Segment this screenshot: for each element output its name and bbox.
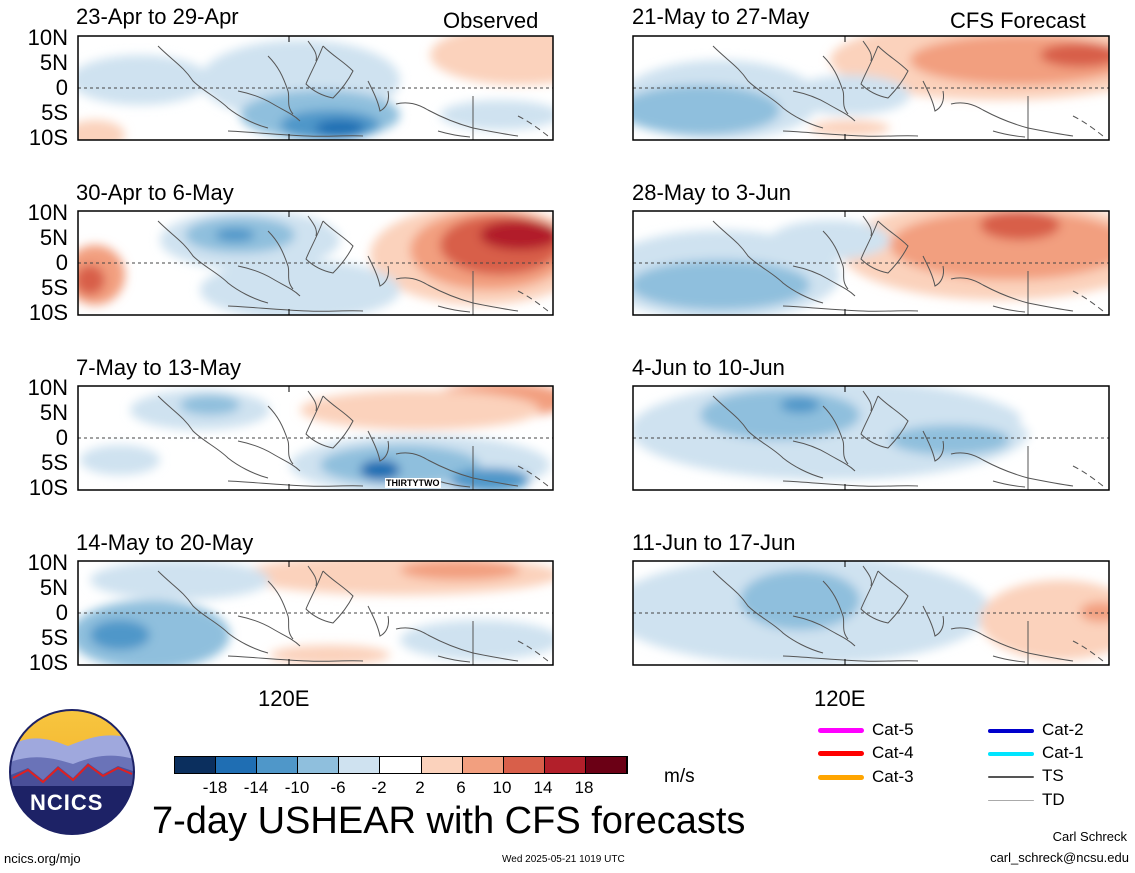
lon-label-left: 120E: [258, 686, 310, 711]
legend-label: Cat-3: [872, 767, 914, 786]
cat3-line-icon: [818, 775, 864, 781]
colorbar: [174, 756, 628, 774]
colorbar-label: -18: [202, 778, 228, 797]
colorbar-label: -6: [330, 778, 346, 797]
map-fcst-3: [633, 386, 1109, 490]
map-fcst-2: [633, 211, 1109, 315]
lat-label: 5S: [41, 625, 68, 650]
lat-label: 10N: [27, 375, 68, 400]
panel-title-obs-3: 7-May to 13-May: [76, 355, 242, 380]
footer-url[interactable]: ncics.org/mjo: [4, 851, 81, 866]
colorbar-label: 14: [533, 778, 553, 797]
map-fcst-4: [633, 561, 1109, 665]
lat-label: 10N: [27, 25, 68, 50]
legend-item-cat4: Cat-4: [818, 743, 914, 763]
lat-label: 10S: [28, 125, 68, 150]
colorbar-swatch: [175, 757, 217, 773]
lat-label: 5N: [39, 50, 68, 75]
colorbar-label: -14: [243, 778, 269, 797]
colorbar-label: 18: [574, 778, 594, 797]
legend-item-cat1: Cat-1: [988, 743, 1084, 763]
cat5-line-icon: [818, 728, 864, 734]
lat-label: 10S: [28, 650, 68, 675]
ncics-logo: [9, 709, 135, 835]
legend-label: TD: [1042, 790, 1065, 809]
colorbar-label: -10: [284, 778, 310, 797]
map-obs-4: [78, 561, 553, 665]
colorbar-swatch: [421, 757, 463, 773]
legend-label: TS: [1042, 766, 1064, 785]
lat-label: 5S: [41, 275, 68, 300]
lon-label-right: 120E: [814, 686, 866, 711]
td-line-icon: [988, 800, 1034, 802]
colorbar-swatch: [216, 757, 258, 773]
map-obs-2: [78, 211, 553, 315]
panel-title-fcst-1: 21-May to 27-May: [632, 4, 810, 29]
ts-line-icon: [988, 775, 1034, 778]
footer-timestamp: Wed 2025-05-21 1019 UTC: [502, 854, 625, 865]
colorbar-swatch: [380, 757, 422, 773]
lat-label: 10S: [28, 300, 68, 325]
colorbar-swatch: [462, 757, 504, 773]
logo-text: NCICS: [30, 790, 104, 815]
panel-title-obs-1: 23-Apr to 29-Apr: [76, 4, 239, 29]
colorbar-swatch: [503, 757, 545, 773]
map-obs-3: [78, 386, 553, 490]
legend-item-cat5: Cat-5: [818, 720, 914, 740]
colorbar-unit: m/s: [664, 766, 695, 787]
legend-item-cat3: Cat-3: [818, 767, 914, 787]
legend-item-ts: TS: [988, 766, 1064, 786]
colorbar-swatch: [544, 757, 586, 773]
forecast-label: CFS Forecast: [950, 8, 1086, 33]
footer-author: Carl Schreck: [1052, 829, 1127, 844]
colorbar-swatch: [298, 757, 340, 773]
panel-title-fcst-3: 4-Jun to 10-Jun: [632, 355, 785, 380]
lat-label: 10S: [28, 475, 68, 500]
colorbar-swatch: [257, 757, 299, 773]
colorbar-swatch: [585, 757, 628, 773]
legend-label: Cat-4: [872, 743, 914, 762]
lat-label: 0: [55, 425, 68, 450]
colorbar-swatch: [339, 757, 381, 773]
legend-item-cat2: Cat-2: [988, 720, 1084, 740]
panel-title-fcst-2: 28-May to 3-Jun: [632, 180, 791, 205]
lat-label: 0: [55, 600, 68, 625]
map-fcst-1: [633, 36, 1109, 140]
cat1-line-icon: [988, 751, 1034, 756]
colorbar-label: 10: [492, 778, 512, 797]
lat-label: 10N: [27, 200, 68, 225]
observed-label: Observed: [443, 8, 539, 33]
colorbar-label: 6: [456, 778, 466, 797]
figure-title: 7-day USHEAR with CFS forecasts: [152, 800, 746, 842]
legend-label: Cat-1: [1042, 743, 1084, 762]
map-obs-1: [78, 36, 553, 140]
colorbar-label: -2: [371, 778, 387, 797]
colorbar-label: 2: [415, 778, 425, 797]
footer-email[interactable]: carl_schreck@ncsu.edu: [990, 850, 1129, 865]
panel-title-obs-4: 14-May to 20-May: [76, 530, 254, 555]
cat4-line-icon: [818, 751, 864, 757]
lat-label: 5N: [39, 225, 68, 250]
legend-label: Cat-5: [872, 720, 914, 739]
lat-label: 5N: [39, 400, 68, 425]
lat-label: 5S: [41, 450, 68, 475]
panel-title-fcst-4: 11-Jun to 17-Jun: [632, 530, 796, 555]
lat-label: 5S: [41, 100, 68, 125]
legend-item-td: TD: [988, 790, 1065, 810]
lat-label: 5N: [39, 575, 68, 600]
storm-label: THIRTYTWO: [385, 478, 441, 488]
cat2-line-icon: [988, 728, 1034, 733]
lat-label: 0: [55, 250, 68, 275]
lat-label: 10N: [27, 550, 68, 575]
lat-label: 0: [55, 75, 68, 100]
panel-title-obs-2: 30-Apr to 6-May: [76, 180, 234, 205]
legend-label: Cat-2: [1042, 720, 1084, 739]
